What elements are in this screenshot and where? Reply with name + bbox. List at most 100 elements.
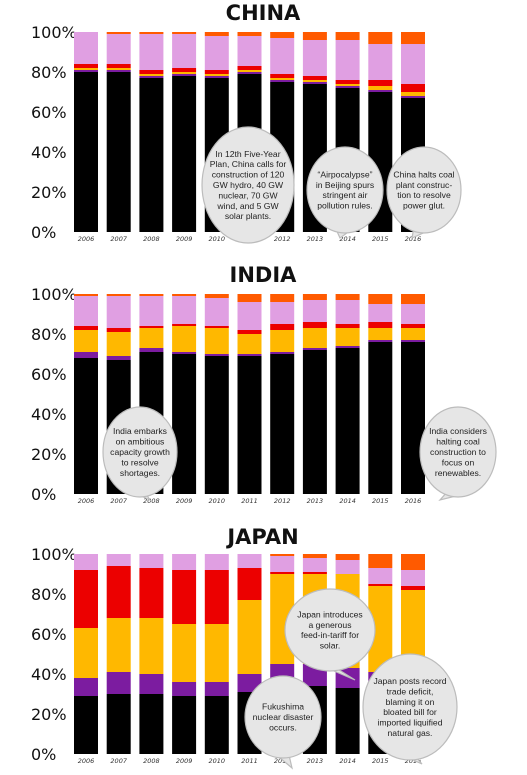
japan-xtick-label: 2012 — [274, 757, 291, 765]
japan-bar-segment-nuclear — [204, 570, 229, 624]
japan-bar-segment-gas — [74, 678, 98, 696]
china-bar-segment-nuclear — [139, 70, 164, 74]
china-panel: CHINA 0% 20% 40% 60% 80% 100% 2006 2007 2008 2009 2… — [31, 1, 462, 244]
india-ytick-label: 60% — [31, 365, 67, 384]
india-bar-segment-hydro — [401, 304, 425, 324]
india-ytick-label: 100% — [31, 285, 77, 304]
japan-bar-segment-oil — [172, 624, 197, 682]
china-bar-segment-renewables — [335, 32, 360, 40]
china-bar-segment-hydro — [204, 36, 229, 70]
india-bar-segment-hydro — [172, 296, 197, 324]
china-ytick-label: 40% — [31, 143, 67, 162]
japan-ytick-label: 60% — [31, 625, 67, 644]
china-bar-2006 — [74, 32, 98, 232]
japan-bar-segment-gas — [237, 674, 262, 692]
japan-xtick-label: 2016 — [405, 757, 422, 765]
india-bar-segment-gas — [401, 340, 425, 342]
china-bar-segment-oil — [270, 78, 295, 80]
china-bar-segment-hydro — [270, 38, 295, 74]
china-ytick-label: 80% — [31, 63, 67, 82]
india-panel: INDIA 0% 20% 40% 60% 80% 100% 2006 2007 2008 2009 2… — [31, 263, 497, 505]
japan-xtick-label: 2009 — [176, 757, 193, 765]
japan-bar-segment-hydro — [204, 554, 229, 570]
china-bar-segment-renewables — [204, 32, 229, 36]
china-bar-segment-renewables — [401, 32, 425, 44]
japan-bar-segment-nuclear — [270, 572, 295, 574]
china-bar-segment-nuclear — [335, 80, 360, 84]
india-bar-segment-hydro — [237, 302, 262, 330]
japan-bar-2007 — [106, 554, 131, 754]
china-bar-segment-renewables — [172, 32, 197, 34]
japan-bar-segment-coal — [74, 696, 98, 754]
india-bar-segment-hydro — [335, 300, 360, 324]
india-bar-2014 — [335, 294, 360, 494]
japan-xtick-label: 2015 — [372, 757, 389, 765]
india-ytick-label: 0% — [31, 485, 56, 504]
china-bar-segment-hydro — [368, 44, 393, 80]
india-bar-segment-gas — [74, 352, 98, 358]
india-bar-segment-coal — [302, 350, 327, 494]
japan-bar-segment-coal — [139, 694, 164, 754]
bubble-fill — [421, 408, 495, 496]
japan-bar-segment-coal — [335, 688, 360, 754]
japan-ytick-label: 80% — [31, 585, 67, 604]
china-bar-segment-oil — [237, 70, 262, 72]
bubble-fill — [286, 590, 374, 670]
china-xtick-label: 2008 — [143, 235, 160, 243]
india-bar-segment-nuclear — [106, 328, 131, 332]
india-xtick-label: 2015 — [372, 497, 389, 505]
india-bar-segment-nuclear — [302, 322, 327, 328]
china-bar-segment-nuclear — [401, 84, 425, 92]
china-bar-segment-nuclear — [204, 70, 229, 74]
china-xtick-label: 2013 — [307, 235, 324, 243]
india-bar-segment-hydro — [204, 298, 229, 326]
china-ytick-label: 20% — [31, 183, 67, 202]
china-xtick-label: 2012 — [274, 235, 291, 243]
india-bar-segment-oil — [204, 328, 229, 354]
japan-bar-segment-oil — [74, 628, 98, 678]
india-bar-segment-renewables — [270, 294, 295, 302]
india-bar-segment-oil — [335, 328, 360, 346]
india-bar-segment-renewables — [139, 294, 164, 296]
japan-bar-segment-renewables — [270, 554, 295, 556]
china-bar-segment-oil — [172, 72, 197, 74]
india-bar-segment-gas — [172, 352, 197, 354]
china-ytick-label: 100% — [31, 23, 77, 42]
china-bar-segment-hydro — [335, 40, 360, 80]
japan-bar-segment-hydro — [237, 554, 262, 568]
china-bar-segment-coal — [172, 76, 197, 232]
india-xtick-label: 2014 — [339, 497, 356, 505]
japan-bar-segment-nuclear — [368, 584, 393, 586]
china-bar-2009 — [172, 32, 197, 232]
japan-ytick-label: 0% — [31, 745, 56, 764]
japan-xtick-label: 2014 — [339, 757, 356, 765]
india-bar-segment-oil — [368, 328, 393, 340]
china-bar-segment-gas — [270, 80, 295, 82]
china-xtick-label: 2014 — [339, 235, 356, 243]
japan-xtick-label: 2011 — [241, 757, 258, 765]
india-bar-segment-oil — [401, 328, 425, 340]
india-bar-segment-renewables — [302, 294, 327, 300]
india-xtick-label: 2013 — [307, 497, 324, 505]
india-bar-segment-coal — [270, 354, 295, 494]
japan-bar-segment-gas — [106, 672, 131, 694]
india-bar-2010 — [204, 294, 229, 494]
india-bar-segment-nuclear — [139, 326, 164, 328]
china-bar-segment-gas — [106, 70, 131, 72]
japan-bar-segment-renewables — [368, 554, 393, 568]
india-ytick-label: 80% — [31, 325, 67, 344]
china-bar-segment-hydro — [106, 34, 131, 64]
india-bar-segment-oil — [74, 330, 98, 352]
india-bar-segment-coal — [237, 356, 262, 494]
japan-ytick-label: 100% — [31, 545, 77, 564]
china-bar-segment-gas — [172, 74, 197, 76]
china-bar-segment-gas — [204, 76, 229, 78]
china-bar-2007 — [106, 32, 131, 232]
india-bar-segment-renewables — [106, 294, 131, 296]
india-ytick-label: 40% — [31, 405, 67, 424]
japan-annotation-bubble: Fukushima nuclear disaster occurs. — [244, 675, 322, 770]
japan-title: JAPAN — [225, 525, 298, 549]
china-bar-segment-nuclear — [172, 68, 197, 72]
china-bar-segment-oil — [106, 68, 131, 70]
india-bar-segment-oil — [106, 332, 131, 356]
